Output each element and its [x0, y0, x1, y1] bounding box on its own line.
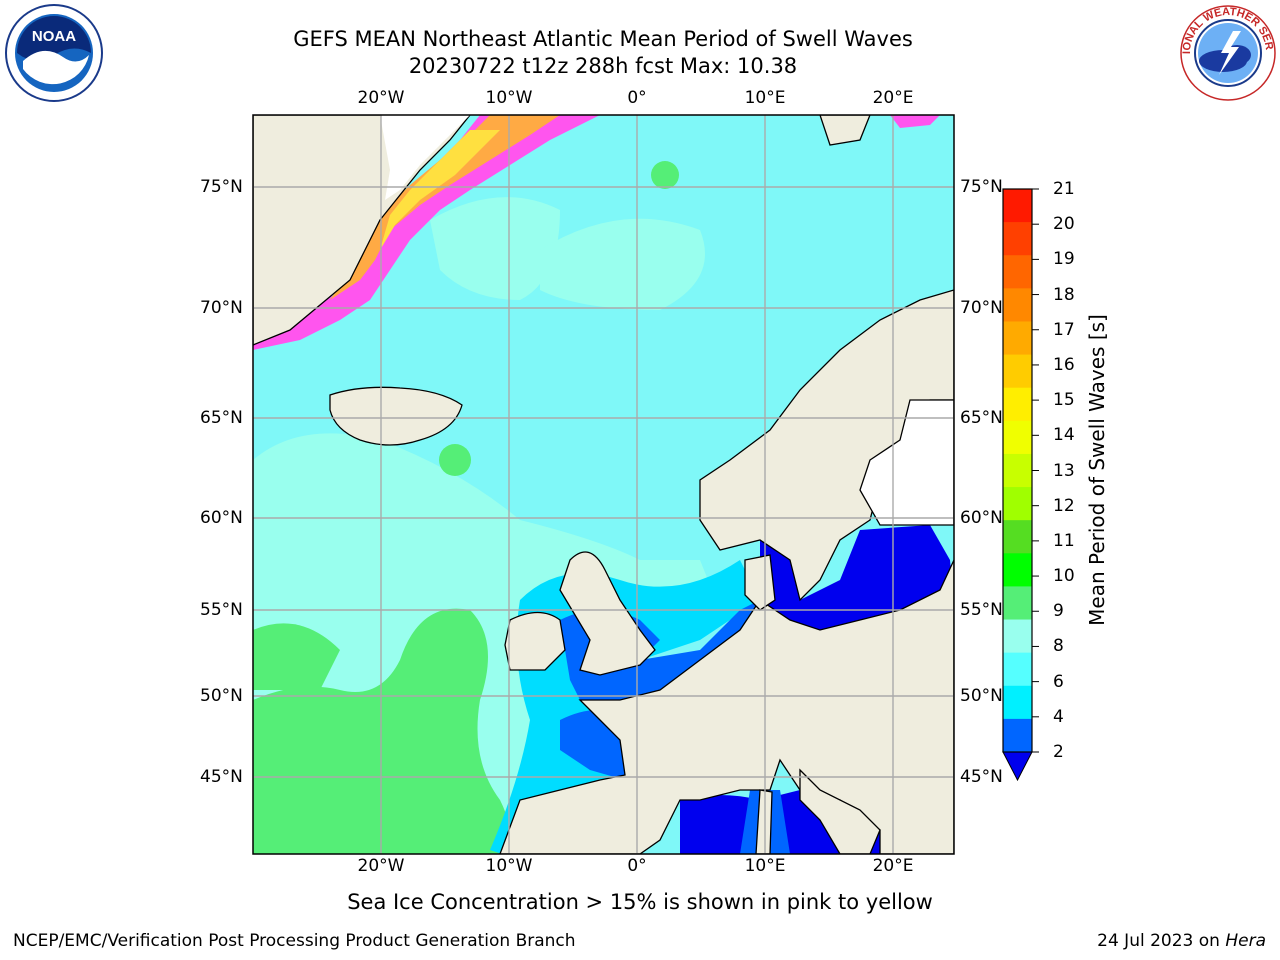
graticule: [253, 115, 954, 854]
colorbar-tick-label: 8: [1053, 636, 1064, 657]
colorbar-segment: [1003, 553, 1032, 587]
colorbar-segment: [1003, 453, 1032, 488]
colorbar-segment: [1003, 321, 1032, 356]
jutland-land: [744, 554, 776, 611]
lon-label-bottom: 20°E: [872, 856, 914, 876]
sea-ice-svalbard: [890, 115, 940, 128]
corsica-sardinia-land: [755, 789, 773, 854]
ireland-land: [504, 611, 566, 671]
colorbar-segment: [1003, 222, 1032, 256]
lat-label-right: 50°N: [960, 686, 1003, 706]
colorbar-segment: [1003, 189, 1032, 223]
colorbar-tick-label: 17: [1053, 319, 1075, 340]
colorbar-segment: [1003, 586, 1032, 621]
greenland-ice-cap: [380, 115, 470, 200]
lat-label-right: 60°N: [960, 508, 1003, 528]
lat-label-left: 70°N: [200, 298, 243, 318]
colorbar-segment: [1003, 420, 1032, 455]
footer-date-prefix: 24 Jul 2023 on: [1097, 931, 1226, 951]
lat-label-left: 50°N: [200, 686, 243, 706]
colorbar-tick-label: 13: [1053, 460, 1075, 481]
colorbar-tick-label: 10: [1053, 566, 1075, 587]
lon-label-top: 10°W: [485, 88, 533, 108]
lat-label-right: 45°N: [960, 767, 1003, 787]
colorbar-segment: [1003, 487, 1032, 521]
colorbar-tick-label: 18: [1053, 284, 1075, 305]
footer-date: 24 Jul 2023 on Hera: [1097, 931, 1266, 951]
sea-ice-note: Sea Ice Concentration > 15% is shown in …: [347, 890, 933, 914]
lon-label-bottom: 0°: [627, 856, 647, 876]
greenland-land: [253, 115, 471, 346]
lon-label-top: 0°: [627, 88, 647, 108]
baltic-sea: [760, 525, 954, 630]
colorbar-segment: [1003, 652, 1032, 687]
lat-label-left: 55°N: [200, 600, 243, 620]
colorbar-tick-label: 6: [1053, 671, 1064, 692]
map-frame: [252, 114, 955, 855]
lon-label-top: 20°W: [357, 88, 405, 108]
colorbar-tick-label: 15: [1053, 390, 1075, 411]
swell-patch: [439, 444, 471, 476]
swell-zone-8-9-central: [540, 218, 705, 310]
lon-label-bottom: 10°E: [744, 856, 786, 876]
colorbar-segment: [1003, 619, 1032, 654]
colorbar-label: Mean Period of Swell Waves [s]: [1085, 314, 1109, 626]
svg-text:NOAA: NOAA: [32, 28, 76, 45]
noaa-logo: NOAA: [5, 4, 103, 102]
lon-label-bottom: 20°W: [357, 856, 405, 876]
colorbar-segment: [1003, 288, 1032, 322]
svalbard-land: [819, 115, 871, 146]
colorbar-frame: [1002, 188, 1033, 753]
footer-host: Hera: [1225, 931, 1266, 951]
lon-label-top: 20°E: [872, 88, 914, 108]
colorbar-segment: [1003, 520, 1032, 554]
nws-logo: NATIONAL WEATHER SERVICE: [1177, 3, 1276, 101]
colorbar-tick-label: 9: [1053, 601, 1064, 622]
swell-zone-9-10-b: [253, 623, 340, 690]
lat-label-right: 65°N: [960, 408, 1003, 428]
colorbar-segment: [1003, 255, 1032, 289]
colorbar-tick-label: 2: [1053, 742, 1064, 762]
lat-label-left: 60°N: [200, 508, 243, 528]
colorbar-tick-label: 11: [1053, 530, 1075, 551]
colorbar-tick-label: 4: [1053, 706, 1064, 727]
colorbar: [1003, 188, 1039, 753]
lat-label-right: 70°N: [960, 298, 1003, 318]
colorbar-tick-label: 21: [1053, 179, 1075, 199]
swell-patch: [651, 161, 679, 189]
colorbar-segment: [1003, 685, 1032, 720]
lat-label-left: 65°N: [200, 408, 243, 428]
lat-label-right: 75°N: [960, 177, 1003, 197]
iceland-land: [329, 386, 463, 446]
colorbar-tick-label: 14: [1053, 425, 1075, 446]
footer-credit: NCEP/EMC/Verification Post Processing Pr…: [13, 931, 576, 951]
europe-mainland-land: [499, 559, 954, 854]
colorbar-tick-label: 20: [1053, 214, 1075, 235]
lat-label-right: 55°N: [960, 600, 1003, 620]
sea-ice-edge: [380, 130, 500, 250]
swell-zone-8-9-north: [430, 197, 560, 300]
colorbar-segment: [1003, 718, 1032, 753]
sea-ice-core: [330, 115, 560, 300]
lat-label-left: 45°N: [200, 767, 243, 787]
chart-title: GEFS MEAN Northeast Atlantic Mean Period…: [293, 27, 913, 51]
colorbar-segment: [1003, 387, 1032, 422]
great-britain-land: [559, 551, 656, 676]
colorbar-segment: [1003, 354, 1032, 389]
italy-land: [799, 768, 881, 854]
finland-land: [859, 399, 954, 526]
lat-label-left: 75°N: [200, 177, 243, 197]
colorbar-tick-label: 16: [1053, 354, 1075, 375]
lon-label-top: 10°E: [744, 88, 786, 108]
lon-label-bottom: 10°W: [485, 856, 533, 876]
colorbar-tick-label: 12: [1053, 495, 1075, 516]
chart-subtitle: 20230722 t12z 288h fcst Max: 10.38: [408, 54, 798, 78]
colorbar-extend-arrow: [1002, 751, 1033, 782]
colorbar-tick-label: 19: [1053, 249, 1075, 270]
